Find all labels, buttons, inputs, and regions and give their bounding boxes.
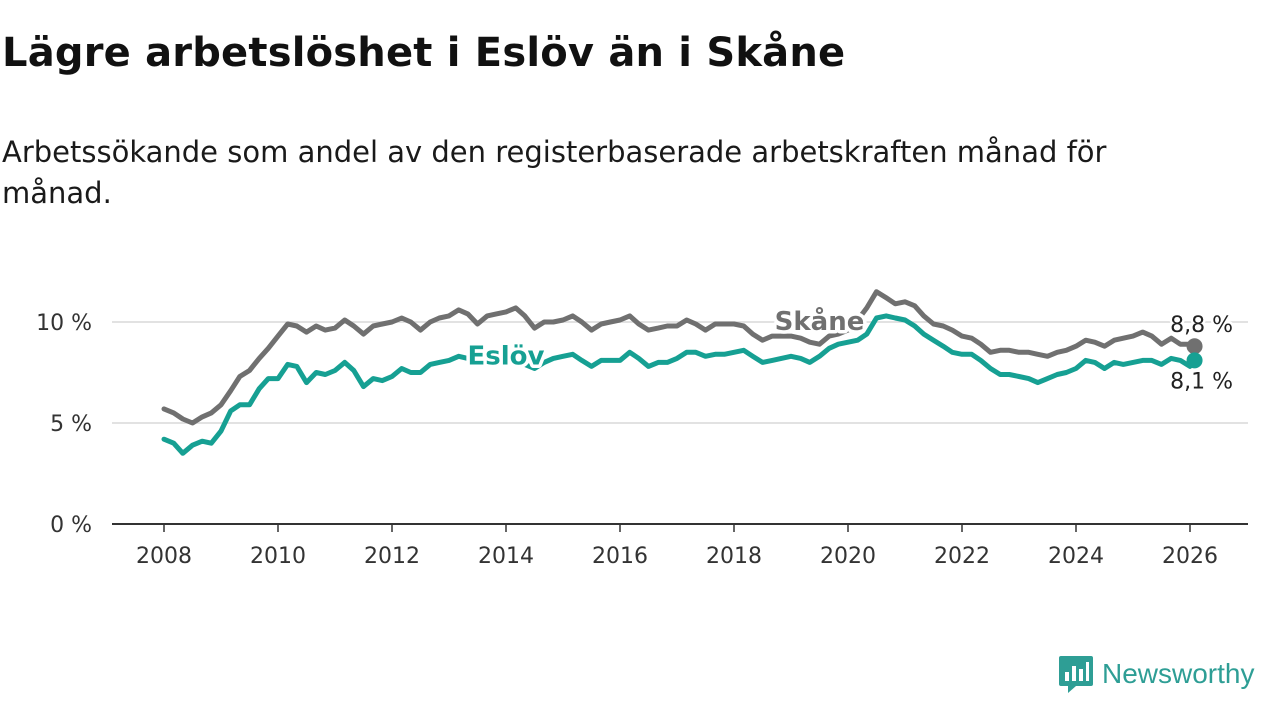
series-line-eslöv — [161, 313, 1198, 456]
newsworthy-logo-icon — [1059, 656, 1093, 693]
series-label-eslöv: Eslöv — [468, 341, 545, 371]
x-tick-label: 2010 — [250, 544, 306, 569]
series-label-skåne: Skåne — [775, 305, 865, 337]
series-line-skåne — [161, 289, 1198, 426]
x-tick-label: 2014 — [478, 544, 534, 569]
y-tick-label: 0 % — [50, 513, 92, 538]
x-tick-label: 2026 — [1162, 544, 1218, 569]
end-point-eslöv — [1186, 352, 1203, 369]
brand-name: Newsworthy — [1102, 658, 1255, 689]
brand-logo: Newsworthy — [1058, 654, 1254, 694]
y-tick-label: 5 % — [50, 412, 92, 437]
x-tick-label: 2016 — [592, 544, 648, 569]
x-tick-label: 2024 — [1048, 544, 1104, 569]
x-tick-label: 2022 — [934, 544, 990, 569]
x-tick-label: 2018 — [706, 544, 762, 569]
x-tick-label: 2020 — [820, 544, 876, 569]
chart-title: Lägre arbetslöshet i Eslöv än i Skåne — [2, 30, 846, 76]
chart-subtitle: Arbetssökande som andel av den registerb… — [2, 135, 1107, 210]
end-label-eslöv: 8,1 % — [1170, 369, 1233, 394]
end-point-skåne — [1186, 338, 1203, 355]
end-label-skåne: 8,8 % — [1170, 313, 1233, 338]
y-tick-label: 10 % — [36, 311, 92, 336]
line-chart: 0 % 5 % 10 % 2008 2010 2012 2014 2016 2018 2020 20… — [36, 289, 1248, 569]
x-tick-label: 2012 — [364, 544, 420, 569]
x-tick-label: 2008 — [136, 544, 192, 569]
